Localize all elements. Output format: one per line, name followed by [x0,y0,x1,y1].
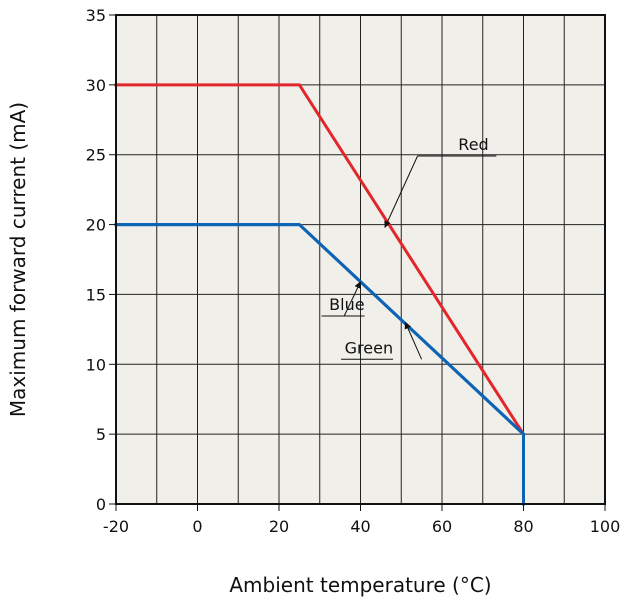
tick-layer: -20 0 20 40 60 80 100 0 5 10 15 20 25 30 35 [86,6,621,536]
y-tick-label: 25 [86,146,106,165]
annotation-arrow-green [404,321,423,360]
y-tick-label: 0 [96,495,106,514]
annotation-label-green: Green [345,338,393,357]
x-tick-label: 80 [513,517,533,536]
annotation-arrow-red [384,155,419,229]
y-tick-label: 20 [86,216,106,235]
annotation-label-blue: Blue [329,295,364,314]
series-line-red [114,83,526,437]
x-tick-label: 20 [269,517,289,536]
y-tick-label: 5 [96,425,106,444]
y-axis-title: Maximum forward current (mA) [6,102,30,417]
x-tick-label: 0 [192,517,202,536]
x-tick-label: 40 [350,517,370,536]
grid-layer [116,15,605,504]
x-tick-label: -20 [103,517,129,536]
annotation-arrow-blue [343,281,361,317]
y-tick-label: 30 [86,76,106,95]
annotation-layer: Red Blue Green [321,135,497,360]
y-tick-label: 35 [86,6,106,25]
series-line-green [114,223,525,506]
x-tick-label: 60 [432,517,452,536]
x-axis-title: Ambient temperature (°C) [229,573,491,597]
y-tick-label: 15 [86,285,106,304]
annotation-label-red: Red [458,135,488,154]
x-tick-label: 100 [590,517,621,536]
y-tick-label: 10 [86,355,106,374]
series-layer [114,83,526,506]
